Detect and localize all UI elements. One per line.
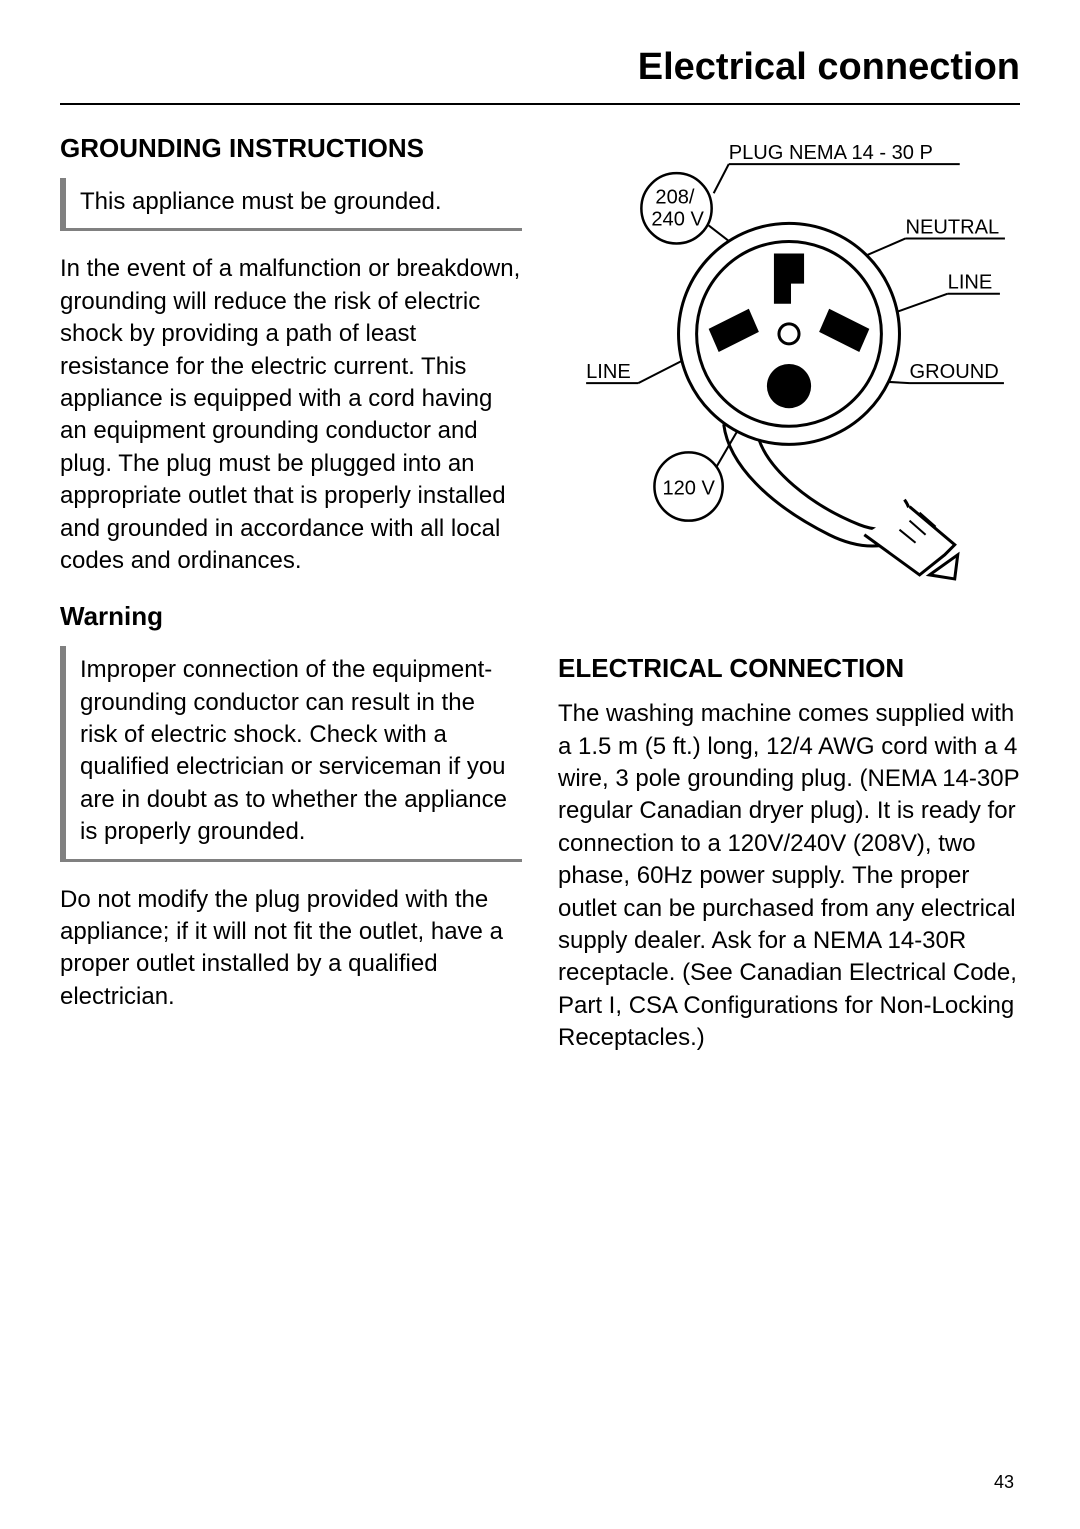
left-column: GROUNDING INSTRUCTIONS This appliance mu…	[60, 133, 522, 1078]
line-right-label: LINE	[948, 272, 993, 294]
columns: GROUNDING INSTRUCTIONS This appliance mu…	[60, 133, 1020, 1078]
grounding-heading: GROUNDING INSTRUCTIONS	[60, 133, 522, 164]
plug-center	[779, 324, 799, 344]
electrical-connection-paragraph: The washing machine comes supplied with …	[558, 698, 1020, 1054]
plug-diagram: PLUG NEMA 14 - 30 P 208/ 240 V NEUTRAL L…	[558, 133, 1020, 635]
warning-heading: Warning	[60, 601, 522, 632]
ground-prong	[767, 364, 811, 408]
warning-callout: Improper connection of the equipment-gro…	[60, 646, 522, 861]
grounding-callout: This appliance must be grounded.	[60, 178, 522, 231]
electrical-connection-heading: ELECTRICAL CONNECTION	[558, 653, 1020, 684]
plug-diagram-svg: PLUG NEMA 14 - 30 P 208/ 240 V NEUTRAL L…	[558, 133, 1020, 635]
diagram-title: PLUG NEMA 14 - 30 P	[729, 142, 933, 164]
page: Electrical connection GROUNDING INSTRUCT…	[0, 0, 1080, 1529]
neutral-label: NEUTRAL	[906, 216, 1000, 238]
modify-plug-paragraph: Do not modify the plug provided with the…	[60, 884, 522, 1014]
plug-cord	[724, 424, 958, 579]
page-number: 43	[994, 1472, 1014, 1493]
voltage-top-2: 240 V	[651, 208, 704, 230]
voltage-top-1: 208/	[655, 186, 694, 208]
line-left-label: LINE	[586, 361, 631, 383]
ground-label: GROUND	[910, 361, 999, 383]
right-column: PLUG NEMA 14 - 30 P 208/ 240 V NEUTRAL L…	[558, 133, 1020, 1078]
page-title: Electrical connection	[60, 46, 1020, 105]
diagram-title-leader	[714, 164, 729, 193]
grounding-paragraph: In the event of a malfunction or breakdo…	[60, 253, 522, 577]
voltage-bottom: 120 V	[662, 478, 715, 500]
